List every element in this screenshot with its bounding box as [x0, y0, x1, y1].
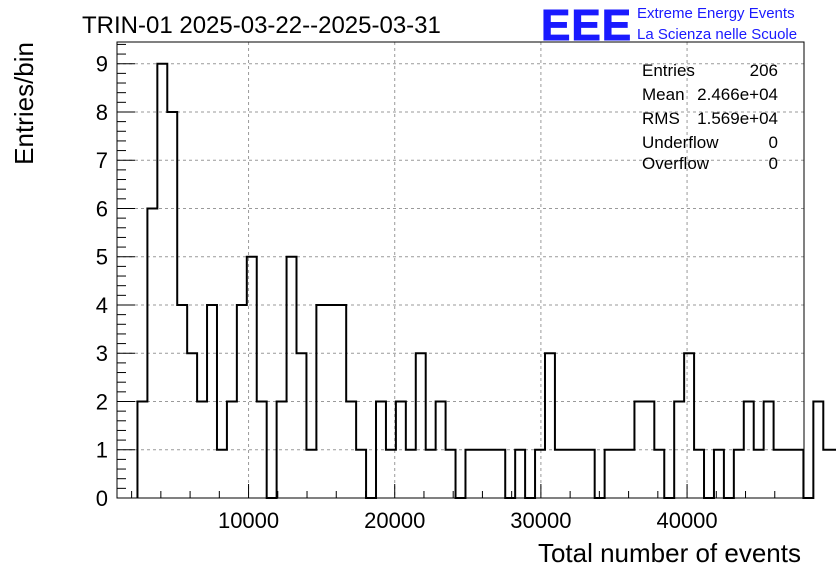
histogram-outline [136, 62, 836, 499]
y-axis-label: Entries/bin [9, 42, 39, 165]
stats-box: Entries 206 Mean 2.466e+04 RMS 1.569e+04… [642, 61, 778, 173]
eee-logo: EEE Extreme Energy Events La Scienza nel… [541, 1, 798, 51]
eee-logo-line2: La Scienza nelle Scuole [637, 26, 797, 43]
x-tick-label: 10000 [218, 508, 279, 533]
y-tick-label: 8 [96, 100, 108, 125]
y-tick-label: 1 [96, 438, 108, 463]
x-tick-label: 30000 [510, 508, 571, 533]
y-tick-label: 6 [96, 196, 108, 221]
y-tick-label: 3 [96, 341, 108, 366]
stats-rms-label: RMS [642, 109, 680, 128]
y-tick-label: 0 [96, 486, 108, 511]
x-tick-label: 20000 [364, 508, 425, 533]
plot-frame [116, 41, 805, 499]
stats-mean-label: Mean [642, 85, 685, 104]
stats-mean-value: 2.466e+04 [697, 85, 778, 104]
stats-underflow-value: 0 [769, 133, 778, 152]
eee-logo-line1: Extreme Energy Events [637, 5, 795, 22]
chart-title: TRIN-01 2025-03-22--2025-03-31 [82, 12, 441, 39]
stats-underflow-label: Underflow [642, 133, 719, 152]
eee-logo-mark: EEE [541, 1, 632, 50]
stats-overflow-value: 0 [769, 154, 778, 173]
stats-overflow-label: Overflow [642, 154, 710, 173]
axis-ticks [117, 43, 805, 499]
stats-rms-value: 1.569e+04 [697, 109, 778, 128]
stats-entries-value: 206 [750, 61, 778, 80]
y-tick-label: 7 [96, 148, 108, 173]
y-tick-label: 5 [96, 245, 108, 270]
y-tick-label: 4 [96, 293, 108, 318]
stats-entries-label: Entries [642, 61, 695, 80]
y-tick-label: 2 [96, 389, 108, 414]
y-tick-label: 9 [96, 52, 108, 77]
x-tick-label: 40000 [656, 508, 717, 533]
tick-labels: 0 1 2 3 4 5 6 7 8 9 10000 20000 30000 40000 [96, 52, 718, 533]
x-axis-label: Total number of events [538, 538, 801, 568]
